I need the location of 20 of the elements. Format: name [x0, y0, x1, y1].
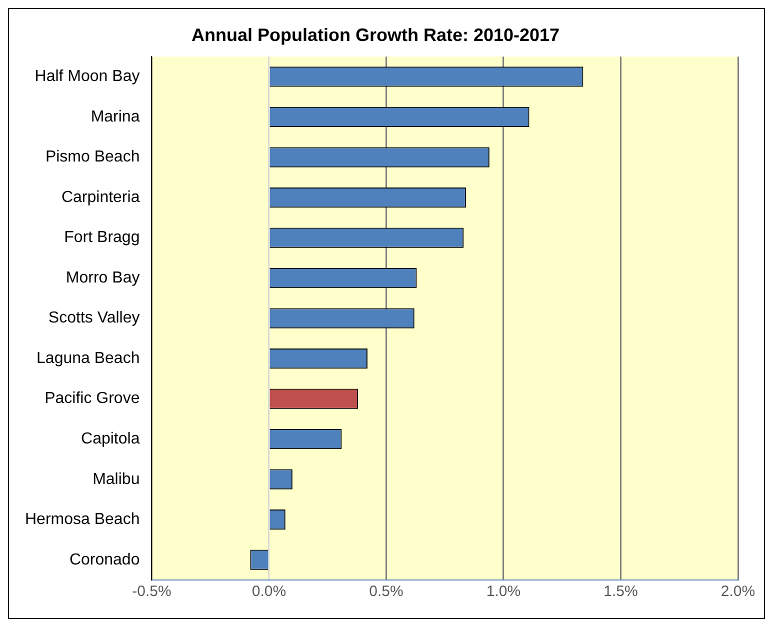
x-tick-label: 2.0% — [720, 583, 756, 600]
y-tick-label: Capitola — [81, 430, 140, 448]
y-tick-label: Hermosa Beach — [25, 511, 140, 528]
y-tick-label: Pacific Grove — [44, 390, 140, 408]
y-tick-label: Carpinteria — [61, 188, 140, 206]
y-tick-label: Scotts Valley — [48, 310, 140, 327]
y-tick-label: Half Moon Bay — [34, 68, 140, 86]
y-tick-label: Coronado — [69, 551, 140, 568]
x-tick-label: -0.5% — [132, 583, 172, 600]
x-tick-label: 0.5% — [369, 583, 404, 600]
chart-title: Annual Population Growth Rate: 2010-2017 — [191, 24, 560, 45]
x-tick-label: 1.0% — [486, 583, 521, 600]
y-tick-label: Pismo Beach — [45, 148, 140, 166]
x-tick-label: 0.0% — [252, 583, 286, 600]
y-tick-label: Laguna Beach — [36, 350, 140, 367]
y-tick-label: Malibu — [92, 470, 140, 488]
y-tick-label: Fort Bragg — [64, 229, 140, 246]
y-tick-label: Morro Bay — [66, 269, 140, 286]
x-tick-label: 1.5% — [604, 583, 638, 600]
y-tick-label: Marina — [90, 108, 140, 126]
